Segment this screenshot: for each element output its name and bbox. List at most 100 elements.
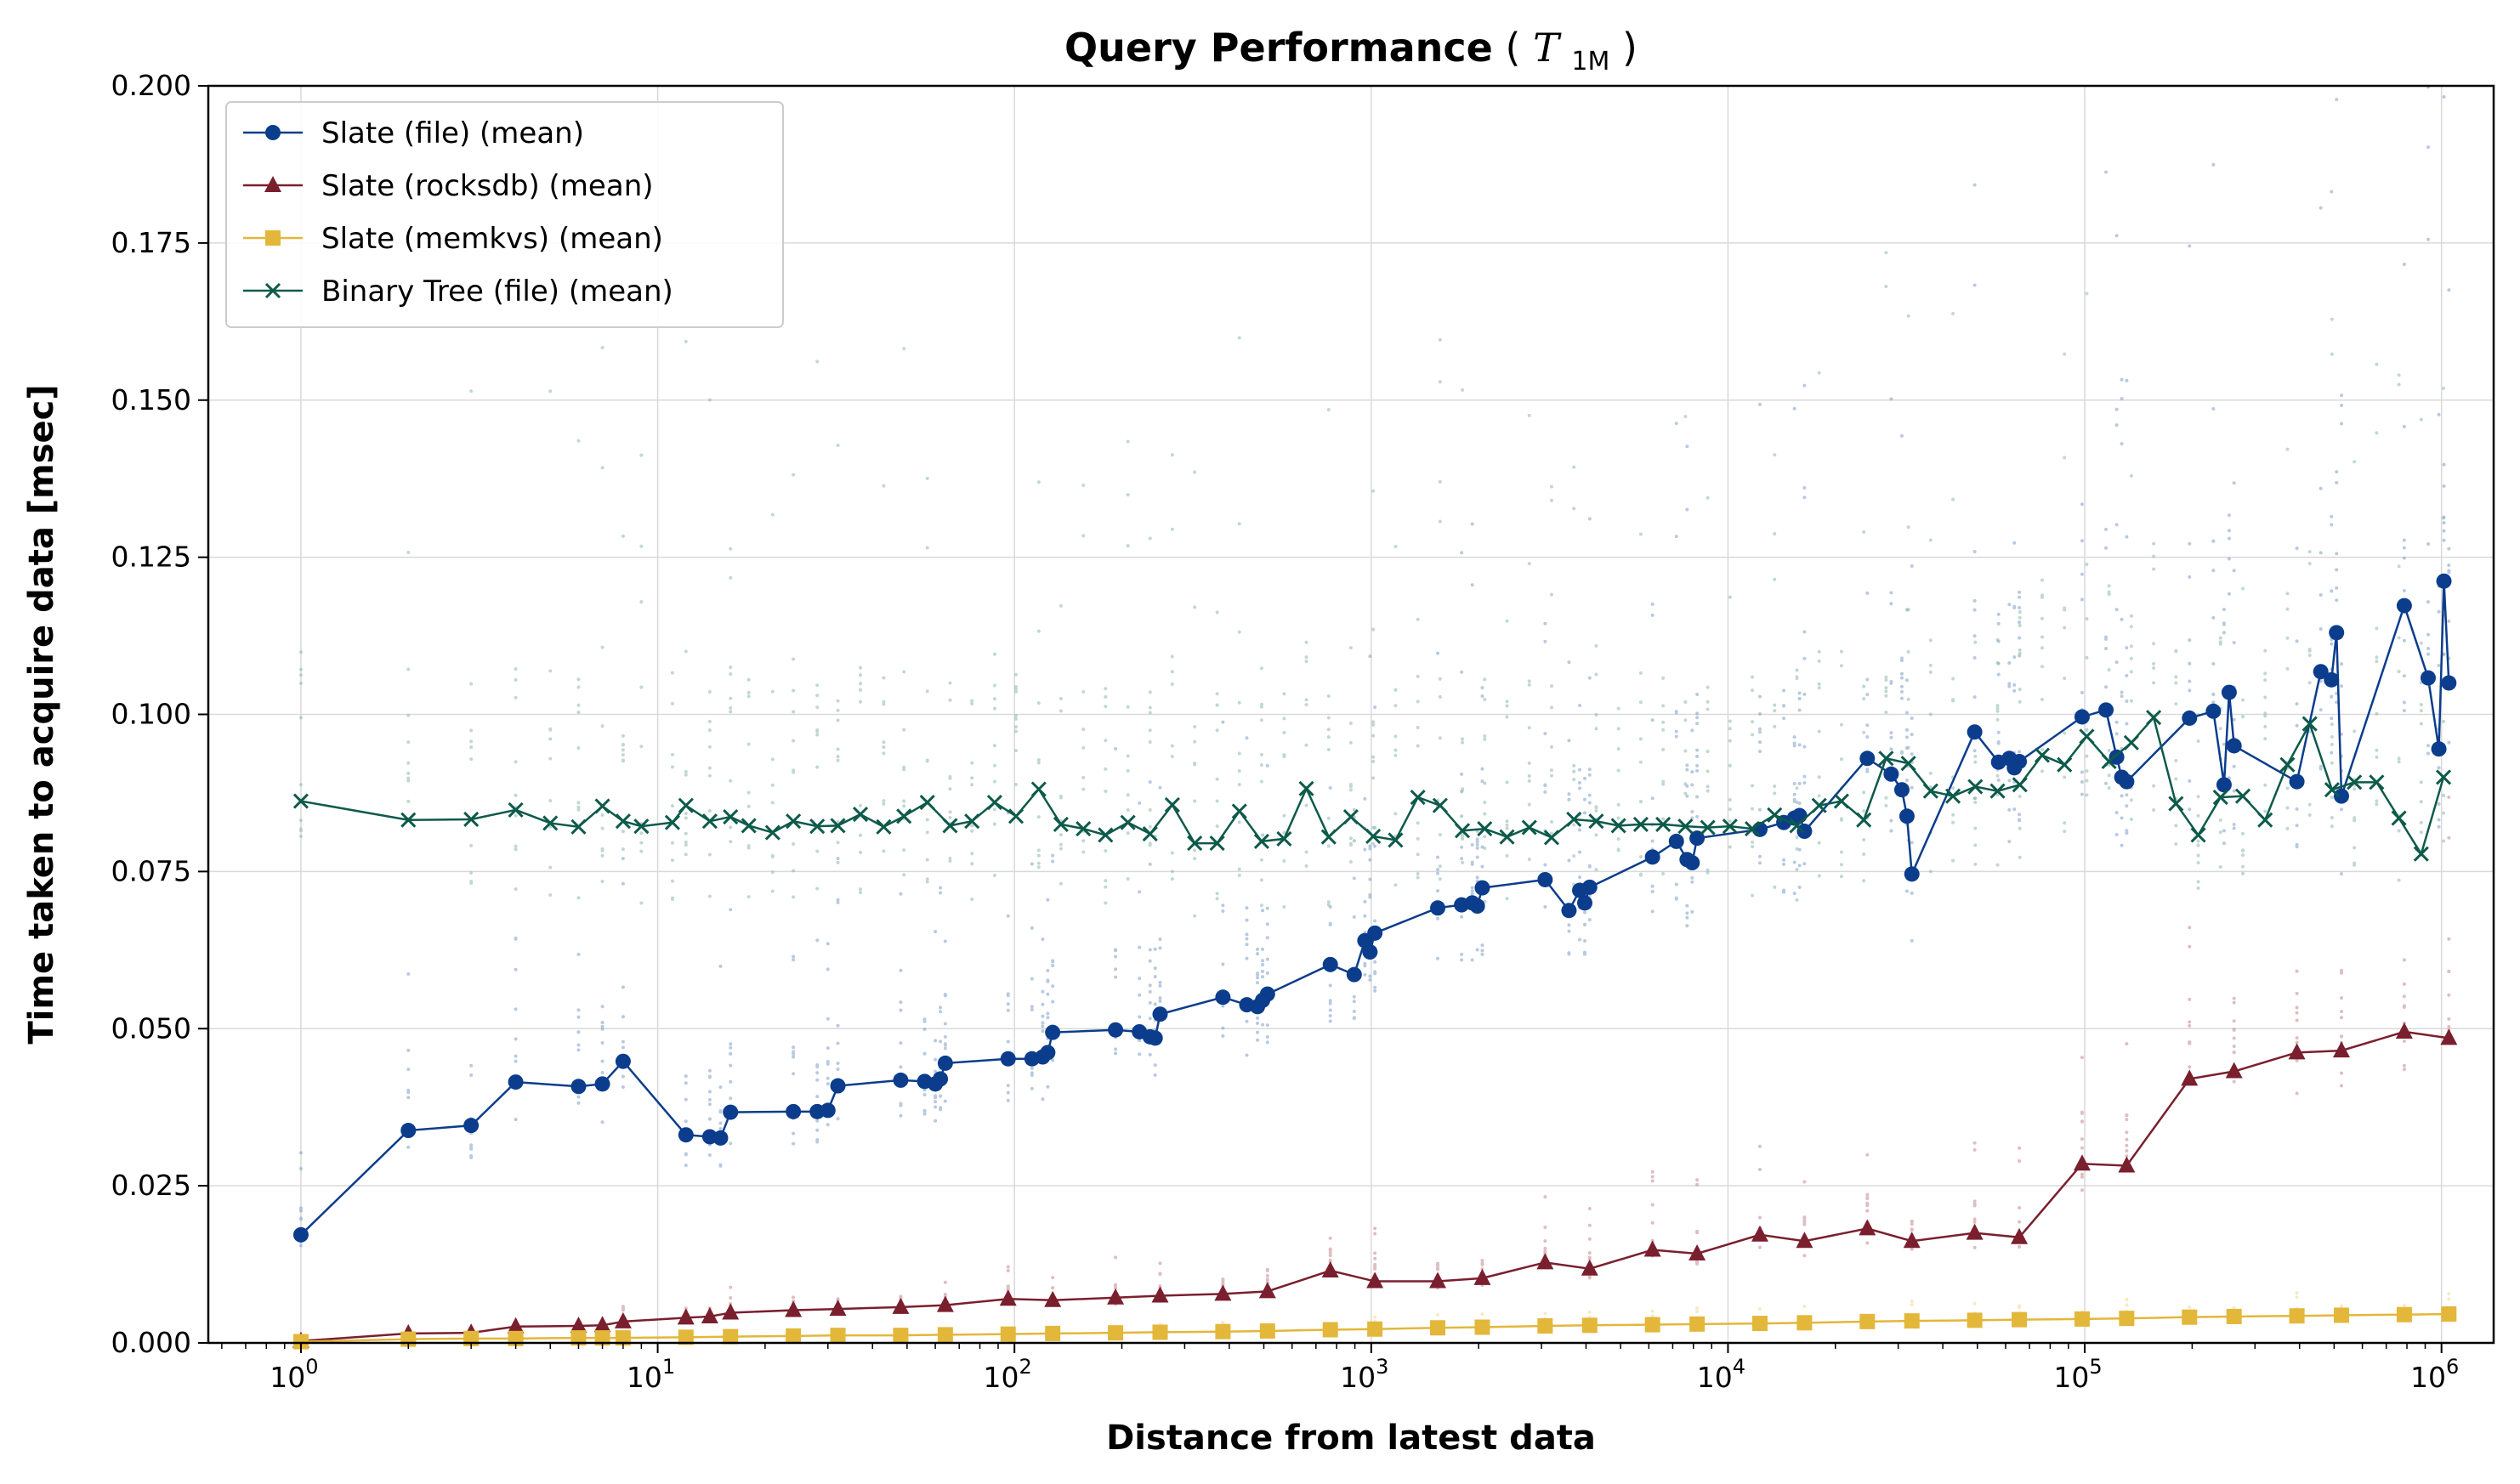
- scatter-point: [1006, 914, 1010, 918]
- scatter-point: [1114, 949, 1118, 953]
- scatter-point: [1104, 767, 1108, 771]
- scatter-point: [1436, 1261, 1440, 1266]
- scatter-point: [1328, 1236, 1332, 1240]
- scatter-point: [1594, 643, 1598, 648]
- scatter-point: [1373, 1226, 1377, 1231]
- scatter-point: [707, 766, 712, 770]
- data-point-stroke: [508, 801, 524, 818]
- data-point: [1164, 796, 1180, 813]
- scatter-point: [670, 879, 674, 883]
- scatter-point: [1393, 753, 1398, 757]
- scatter-point: [1237, 336, 1241, 340]
- data-point: [1537, 871, 1553, 887]
- scatter-point: [899, 1113, 903, 1118]
- scatter-point: [1695, 716, 1700, 720]
- scatter-point: [2285, 607, 2290, 611]
- data-point: [1989, 783, 2006, 799]
- scatter-point: [1148, 1000, 1152, 1005]
- scatter-point: [1051, 1058, 1055, 1062]
- scatter-point: [2107, 773, 2111, 778]
- x-tick-label: 106: [2410, 1355, 2459, 1394]
- scatter-point: [925, 759, 929, 763]
- scatter-point: [2319, 767, 2323, 771]
- scatter-point: [2104, 635, 2109, 639]
- scatter-point: [2307, 562, 2312, 566]
- scatter-point: [600, 1027, 604, 1031]
- scatter-point: [1650, 890, 1654, 894]
- scatter-point: [943, 1280, 947, 1284]
- scatter-point: [1795, 898, 1799, 902]
- scatter-point: [1792, 782, 1796, 786]
- scatter-point: [1304, 864, 1308, 868]
- scatter-point: [1237, 700, 1241, 705]
- scatter-point: [1158, 996, 1162, 1000]
- scatter-point: [1326, 816, 1331, 820]
- data-point-stroke: [786, 813, 802, 830]
- scatter-point: [2007, 840, 2012, 844]
- data-point: [1581, 1317, 1598, 1334]
- scatter-point: [2402, 700, 2406, 705]
- scatter-point: [1797, 885, 1802, 889]
- scatter-point: [1352, 994, 1356, 999]
- scatter-point: [1928, 663, 1933, 667]
- scatter-point: [2040, 769, 2044, 773]
- scatter-point: [792, 1045, 796, 1050]
- scatter-point: [406, 667, 411, 671]
- data-point: [1108, 1022, 1124, 1038]
- scatter-point: [1036, 853, 1041, 858]
- series-line: [300, 581, 2450, 1236]
- scatter-point: [1996, 741, 2001, 745]
- scatter-point: [2114, 407, 2119, 411]
- scatter-point: [2442, 794, 2446, 798]
- scatter-point: [2211, 693, 2216, 697]
- data-point: [678, 1329, 694, 1345]
- scatter-point: [1757, 1167, 1762, 1171]
- scatter-point: [1802, 1218, 1807, 1222]
- scatter-point: [1582, 952, 1586, 956]
- data-point: [785, 1300, 803, 1317]
- scatter-point: [1527, 858, 1531, 862]
- scatter-point: [1114, 1286, 1118, 1290]
- scatter-point: [2085, 728, 2089, 732]
- scatter-point: [1170, 851, 1174, 855]
- data-point-stroke: [463, 811, 480, 828]
- scatter-point: [1674, 535, 1678, 539]
- data-point: [1684, 855, 1700, 871]
- scatter-point: [2447, 1297, 2451, 1301]
- scatter-point: [2227, 557, 2231, 561]
- scatter-point: [2114, 732, 2119, 736]
- scatter-point: [2188, 1020, 2192, 1024]
- scatter-point: [2263, 783, 2267, 787]
- data-point: [1432, 797, 1448, 813]
- scatter-point: [943, 994, 947, 998]
- scatter-point: [1373, 844, 1377, 848]
- data-point: [2436, 573, 2452, 589]
- data-point: [2205, 703, 2222, 719]
- scatter-point: [882, 751, 886, 756]
- scatter-point: [1480, 779, 1484, 784]
- scatter-point: [836, 718, 840, 722]
- scatter-point: [1578, 704, 1582, 708]
- scatter-point: [469, 1143, 474, 1147]
- scatter-point: [1951, 813, 1955, 817]
- scatter-point: [934, 1094, 938, 1098]
- scatter-point: [1328, 1001, 1332, 1005]
- scatter-point: [1587, 1251, 1592, 1255]
- data-point-stroke: [2324, 782, 2340, 798]
- scatter-point: [2107, 763, 2111, 767]
- scatter-point: [1158, 1272, 1162, 1276]
- data-point: [1689, 1243, 1706, 1260]
- scatter-point: [2232, 481, 2236, 485]
- scatter-point: [1081, 483, 1086, 487]
- scatter-point: [576, 677, 581, 682]
- data-point: [1581, 879, 1598, 895]
- scatter-point: [2426, 744, 2430, 748]
- y-tick-label: 0.050: [111, 1011, 191, 1045]
- scatter-point: [2104, 647, 2109, 651]
- scatter-point: [943, 1022, 947, 1026]
- scatter-point: [1483, 734, 1487, 739]
- scatter-point: [1256, 981, 1260, 985]
- scatter-point: [2129, 670, 2133, 674]
- scatter-point: [1261, 962, 1265, 966]
- scatter-point: [826, 1017, 830, 1021]
